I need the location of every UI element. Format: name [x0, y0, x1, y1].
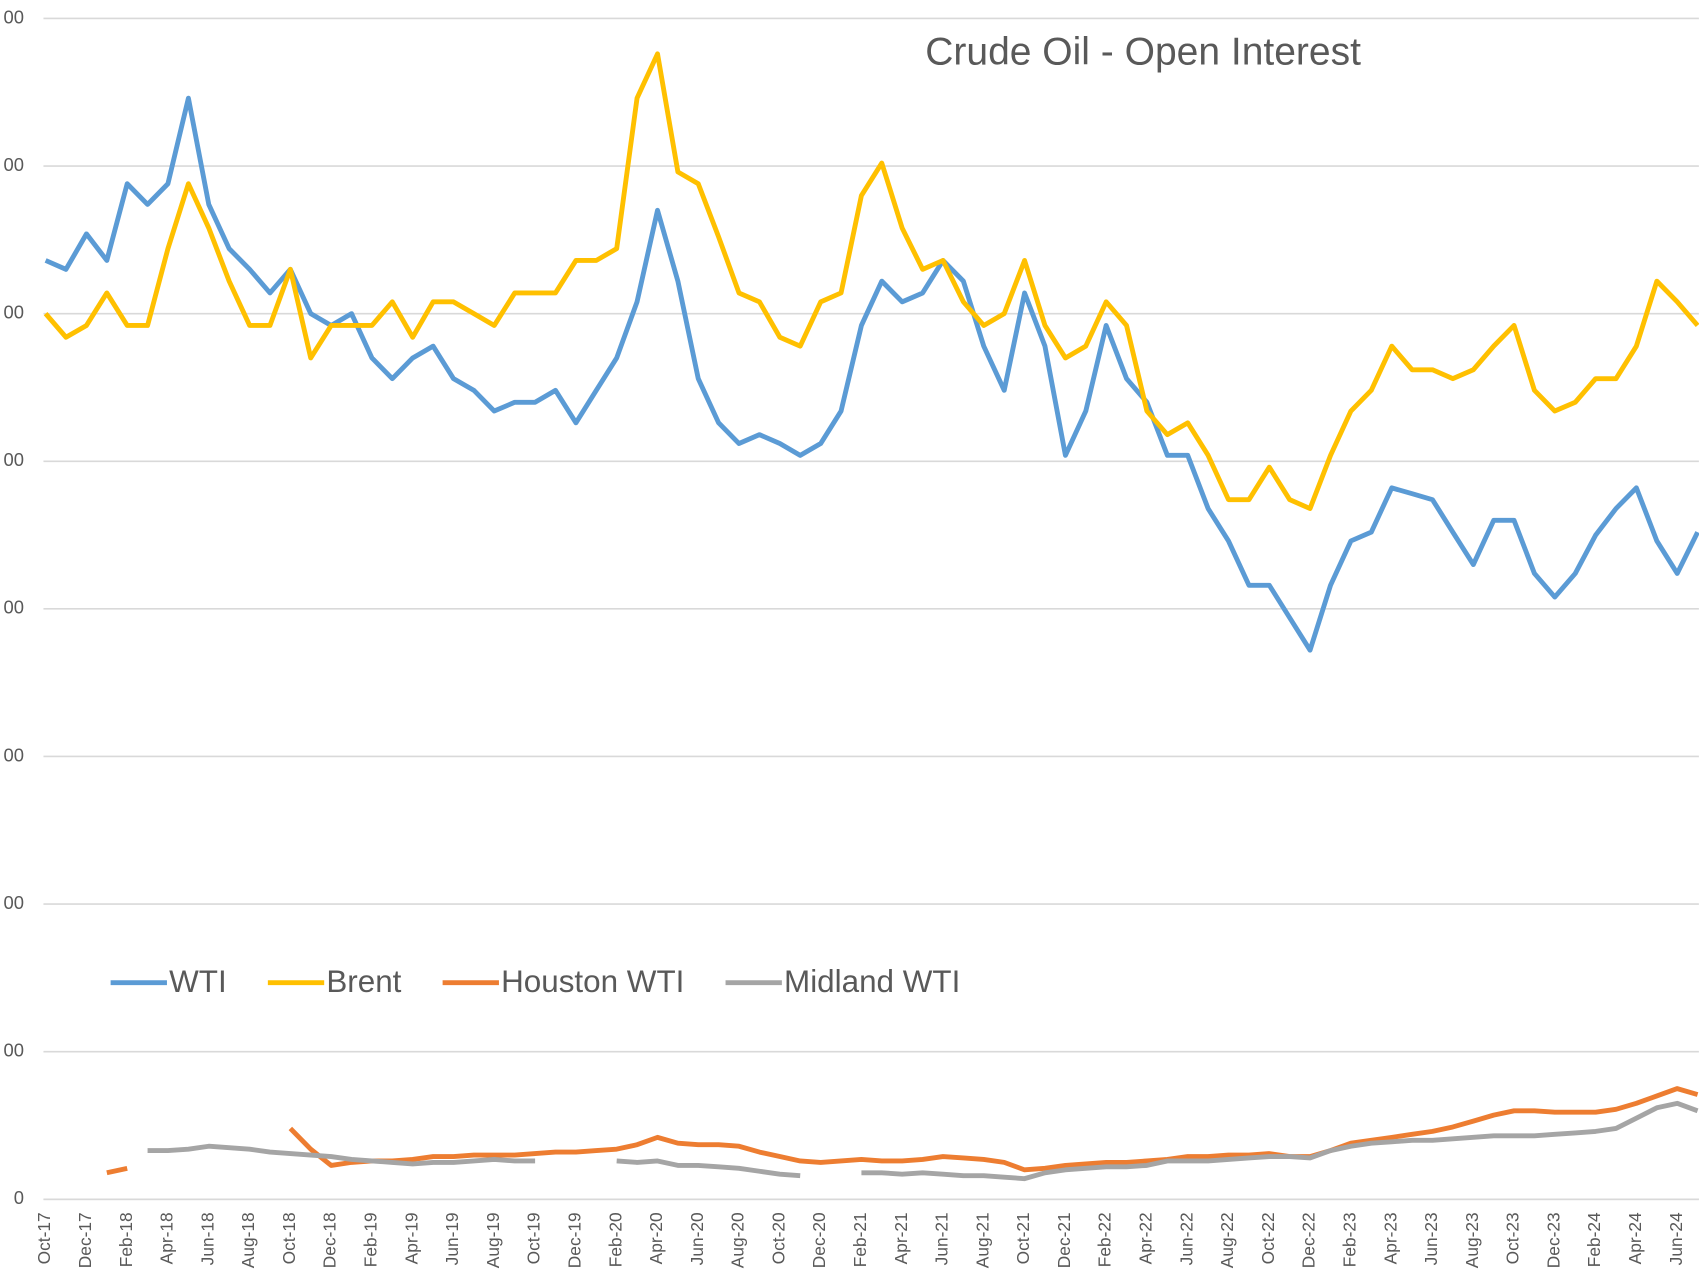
x-tick-label: Apr-18	[157, 1212, 177, 1264]
x-tick-label: Jun-24	[1666, 1212, 1686, 1265]
x-tick-label: Apr-19	[401, 1212, 421, 1264]
y-tick-label: 00	[3, 154, 23, 175]
series-line	[106, 1086, 1699, 1176]
x-tick-label: Feb-21	[850, 1212, 870, 1267]
y-tick-label: 00	[3, 1040, 23, 1061]
y-tick-label: 0	[14, 1187, 24, 1208]
x-tick-label: Aug-18	[238, 1212, 258, 1268]
y-tick-label: 00	[3, 302, 23, 323]
x-tick-label: Jun-22	[1176, 1212, 1196, 1265]
y-tick-label: 00	[3, 597, 23, 618]
x-tick-label: Aug-21	[972, 1212, 992, 1268]
legend-label: Midland WTI	[784, 964, 960, 999]
x-tick-label: Apr-23	[1380, 1212, 1400, 1264]
x-tick-label: Apr-22	[1136, 1212, 1156, 1264]
x-tick-label: Apr-21	[891, 1212, 911, 1264]
grid	[43, 17, 1699, 1201]
y-tick-label: 00	[3, 744, 23, 765]
x-tick-label: Feb-23	[1339, 1212, 1359, 1267]
x-tick-label: Dec-22	[1299, 1212, 1319, 1268]
x-tick-label: Apr-24	[1625, 1212, 1645, 1264]
x-tick-label: Feb-18	[116, 1212, 136, 1267]
x-tick-label: Jun-18	[197, 1212, 217, 1265]
legend-label: WTI	[169, 964, 227, 999]
x-tick-label: Oct-18	[279, 1212, 299, 1264]
y-tick-label: 00	[3, 6, 23, 27]
x-tick-label: Aug-19	[483, 1212, 503, 1268]
x-tick-label: Apr-20	[646, 1212, 666, 1264]
x-tick-label: Feb-24	[1584, 1212, 1604, 1267]
legend: WTI Brent Houston WTI Midland WTI	[110, 964, 960, 999]
x-tick-label: Jun-19	[442, 1212, 462, 1265]
series-line	[44, 95, 1699, 653]
x-tick-label: Oct-21	[1013, 1212, 1033, 1264]
legend-label: Houston WTI	[501, 964, 684, 999]
x-tick-label: Jun-20	[687, 1212, 707, 1265]
x-tick-label: Dec-23	[1543, 1212, 1563, 1268]
x-tick-label: Jun-23	[1421, 1212, 1441, 1265]
x-tick-label: Dec-21	[1054, 1212, 1074, 1268]
x-tick-label: Oct-19	[524, 1212, 544, 1264]
x-tick-label: Dec-20	[809, 1212, 829, 1268]
x-tick-label: Aug-22	[1217, 1212, 1237, 1268]
x-tick-label: Feb-19	[361, 1212, 381, 1267]
x-tick-label: Aug-20	[728, 1212, 748, 1268]
x-tick-label: Oct-23	[1503, 1212, 1523, 1264]
x-tick-label: Oct-22	[1258, 1212, 1278, 1264]
y-tick-label: 00	[3, 449, 23, 470]
x-tick-label: Feb-20	[605, 1212, 625, 1267]
x-tick-label: Aug-23	[1462, 1212, 1482, 1268]
chart-title: Crude Oil - Open Interest	[925, 30, 1361, 73]
y-tick-label: 00	[3, 892, 23, 913]
x-tick-label: Jun-21	[932, 1212, 952, 1265]
x-tick-label: Dec-17	[75, 1212, 95, 1268]
x-tick-label: Dec-18	[320, 1212, 340, 1268]
x-tick-label: Oct-17	[34, 1212, 54, 1264]
series-line	[147, 1100, 1699, 1182]
x-tick-label: Feb-22	[1095, 1212, 1115, 1267]
x-tick-label: Oct-20	[768, 1212, 788, 1264]
series-line	[43, 51, 1699, 511]
x-tick-label: Dec-19	[564, 1212, 584, 1268]
legend-label: Brent	[326, 964, 401, 999]
